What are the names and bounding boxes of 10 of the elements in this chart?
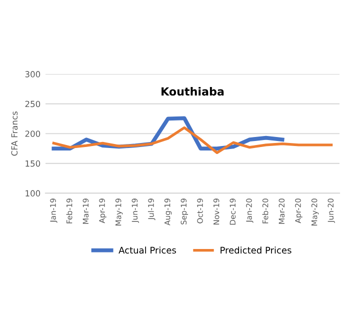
- y-tick-label: 200: [25, 130, 40, 137]
- y-axis-title: CFA Francs: [11, 111, 18, 156]
- y-tick-label: 300: [25, 71, 40, 78]
- legend-label: Actual Prices: [118, 246, 176, 254]
- y-tick-label: 150: [26, 160, 40, 167]
- line-series: [52, 126, 333, 154]
- text: Kouthiaba: [162, 87, 224, 96]
- y-tick-label: 250: [25, 100, 40, 108]
- legend-label: Predicted Prices: [220, 246, 292, 254]
- y-tick-label: 100: [26, 190, 40, 196]
